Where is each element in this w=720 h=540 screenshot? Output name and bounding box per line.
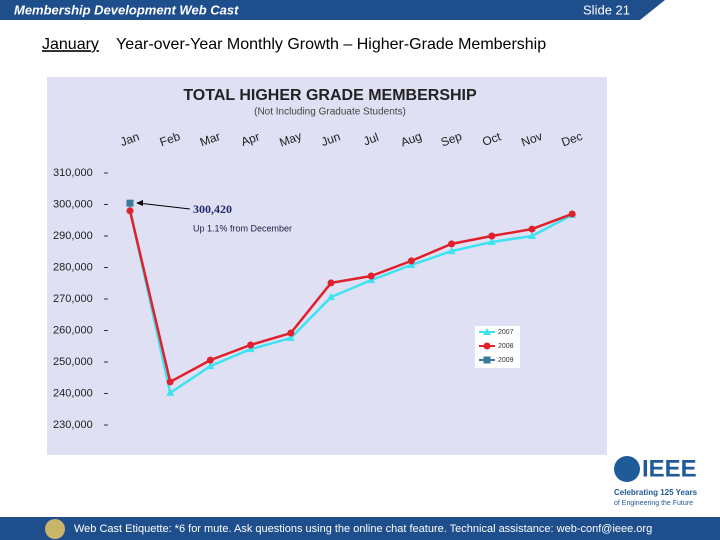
x-tick-label: Aug	[399, 129, 424, 149]
series-line	[128, 209, 573, 395]
marker	[483, 342, 491, 350]
marker	[528, 225, 536, 233]
annotation: Up 1.1% from December	[193, 223, 292, 233]
marker	[367, 276, 376, 284]
marker	[126, 207, 134, 215]
x-tick-label: Sep	[439, 129, 464, 150]
marker	[448, 240, 456, 248]
series-line	[128, 210, 573, 384]
marker	[407, 257, 415, 265]
y-tick-label: 230,000	[53, 419, 93, 431]
marker	[487, 237, 496, 245]
x-tick-label: Jan	[118, 129, 141, 149]
y-tick-label: 240,000	[53, 387, 93, 399]
header-bar	[0, 0, 665, 20]
footer-icon	[45, 519, 65, 539]
chart-area	[47, 77, 607, 455]
x-tick-label: Oct	[480, 129, 503, 149]
chart-title: TOTAL HIGHER GRADE MEMBERSHIP	[183, 87, 477, 104]
data-label: 300,420	[193, 202, 232, 216]
marker	[206, 356, 214, 364]
marker	[407, 260, 416, 268]
y-tick-label: 280,000	[53, 261, 93, 273]
annotation-arrow	[137, 202, 191, 210]
legend-label: 2008	[498, 343, 514, 350]
marker	[166, 388, 175, 396]
marker	[488, 232, 496, 240]
marker	[367, 272, 375, 280]
marker	[483, 328, 491, 335]
x-tick-label: Nov	[519, 129, 544, 149]
marker	[166, 378, 174, 386]
marker	[528, 232, 536, 239]
marker	[287, 329, 295, 337]
y-tick-label: 270,000	[53, 293, 93, 305]
logo-line: Celebrating 125 Years	[614, 488, 698, 497]
marker	[126, 199, 134, 207]
footer-bar	[0, 517, 720, 540]
slide-title-underlined: January	[42, 36, 99, 53]
marker	[286, 334, 295, 342]
slide-number: Slide 21	[583, 2, 630, 17]
marker	[483, 356, 491, 364]
logo-line: of Engineering the Future	[614, 500, 693, 507]
x-tick-label: Jun	[319, 129, 342, 149]
legend-label: 2007	[498, 329, 514, 336]
chart-subtitle: (Not Including Graduate Students)	[254, 107, 406, 118]
marker	[447, 247, 456, 255]
header-title: Membership Development Web Cast	[14, 2, 239, 17]
legend-label: 2009	[498, 357, 514, 364]
marker	[247, 341, 255, 349]
y-tick-label: 290,000	[53, 230, 93, 242]
arrow-head	[136, 200, 143, 206]
y-tick-label: 260,000	[53, 324, 93, 336]
x-tick-label: Jul	[361, 130, 380, 148]
x-tick-label: Mar	[198, 129, 222, 149]
y-tick-label: 310,000	[53, 167, 93, 179]
x-tick-label: Apr	[239, 129, 261, 149]
x-tick-label: Dec	[559, 129, 584, 149]
marker	[327, 293, 335, 301]
y-tick-label: 250,000	[53, 356, 93, 368]
marker	[246, 345, 255, 353]
x-tick-label: Feb	[158, 129, 183, 149]
footer-text: Web Cast Etiquette: *6 for mute. Ask que…	[74, 523, 652, 535]
logo-name: IEEE	[642, 455, 697, 482]
y-tick-label: 300,000	[53, 198, 93, 210]
marker	[206, 362, 215, 370]
marker	[327, 279, 335, 287]
marker	[568, 210, 576, 218]
logo-emblem	[614, 456, 640, 482]
slide-title: Year-over-Year Monthly Growth – Higher-G…	[116, 36, 546, 53]
